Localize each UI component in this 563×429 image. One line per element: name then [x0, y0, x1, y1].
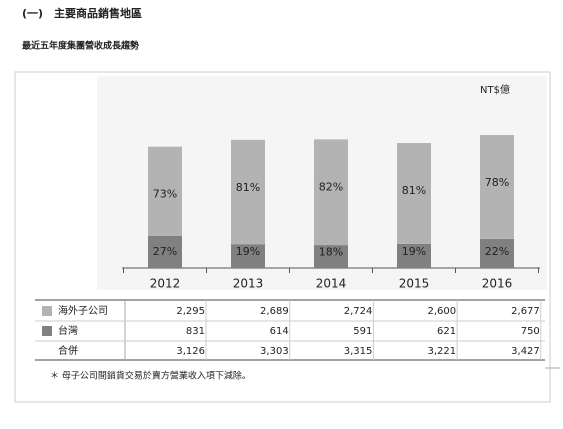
bar-segment [480, 238, 514, 268]
frame [14, 71, 551, 403]
table-value: 3,221 [427, 346, 456, 357]
row-label: 台灣 [58, 324, 78, 337]
share-label: 19% [402, 245, 426, 258]
bar-segment [397, 143, 431, 244]
section-title: (一) 主要商品銷售地區 [22, 6, 142, 20]
row-label: 海外子公司 [58, 304, 108, 317]
table-value: 3,303 [260, 346, 289, 357]
x-tick-label: 2016 [482, 277, 513, 291]
table-value: 3,126 [176, 346, 205, 357]
x-tick-label: 2012 [150, 277, 181, 291]
x-tick-label: 2015 [399, 277, 430, 291]
legend-swatch [42, 326, 52, 336]
table-value: 3,427 [511, 346, 540, 357]
share-label: 81% [236, 181, 260, 194]
table-value: 2,600 [427, 306, 456, 317]
share-label: 22% [485, 245, 509, 258]
x-tick-label: 2013 [233, 277, 264, 291]
share-label: 82% [319, 180, 343, 193]
table-value: 591 [353, 326, 372, 337]
table-value: 2,724 [344, 306, 373, 317]
table-value: 614 [270, 326, 289, 337]
bar-segment [148, 146, 182, 236]
table-value: 750 [521, 326, 540, 337]
x-tick-label: 2014 [316, 277, 347, 291]
share-label: 27% [153, 245, 177, 258]
legend-swatch [42, 306, 52, 316]
share-label: 81% [402, 184, 426, 197]
row-label: 合併 [58, 344, 78, 357]
bar-segment [231, 244, 265, 268]
share-label: 73% [153, 188, 177, 201]
table-value: 831 [186, 326, 205, 337]
share-label: 78% [485, 176, 509, 189]
bar-segment [480, 135, 514, 239]
bar-segment [314, 245, 348, 268]
unit-label: NT$億 [480, 83, 510, 96]
bar-segment [148, 235, 182, 268]
table-value: 2,677 [511, 306, 540, 317]
share-label: 19% [236, 245, 260, 258]
bar-segment [231, 139, 265, 245]
footnote: ＊ 母子公司間銷貨交易於賣方營業收入項下減除。 [50, 370, 251, 382]
share-label: 18% [319, 246, 343, 259]
bar-segment [397, 243, 431, 268]
bar-segment [314, 139, 348, 246]
chart-subtitle: 最近五年度集團營收成長趨勢 [22, 40, 139, 52]
table-value: 2,295 [176, 306, 205, 317]
table-value: 3,315 [344, 346, 373, 357]
table-value: 2,689 [260, 306, 289, 317]
table-value: 621 [437, 326, 456, 337]
